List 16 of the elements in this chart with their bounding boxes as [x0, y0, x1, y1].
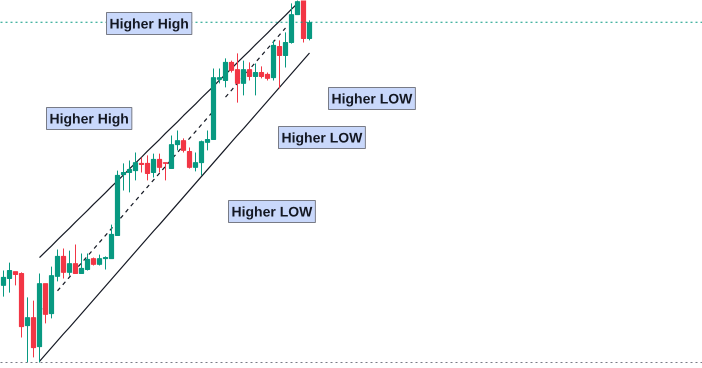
candlestick: [186, 146, 192, 169]
candlestick: [60, 248, 66, 280]
text: Higher LOW: [332, 90, 414, 106]
annotation: Higher LOW: [282, 130, 364, 146]
candlestick: [240, 60, 246, 96]
annotation: Higher High: [110, 16, 189, 32]
candlestick: [150, 153, 156, 178]
candlestick: [252, 62, 258, 96]
candlestick: [180, 138, 186, 154]
candlestick: [276, 40, 282, 89]
annotation: Higher LOW: [232, 204, 314, 220]
candlestick: [246, 62, 252, 81]
candlestick: [66, 250, 72, 276]
annotation: Higher High: [50, 110, 129, 126]
candlestick: [72, 244, 78, 274]
candlestick: [24, 296, 30, 363]
